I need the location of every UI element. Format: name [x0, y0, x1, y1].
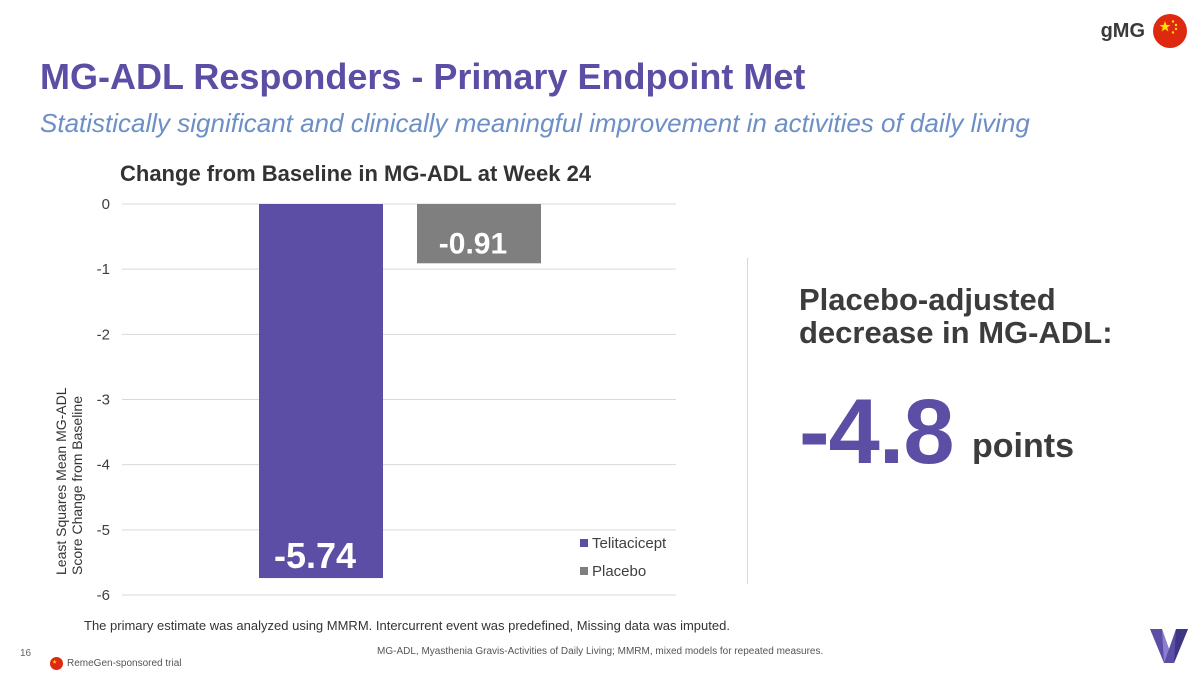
y-tick-label: -4: [97, 457, 110, 474]
chart-title: Change from Baseline in MG-ADL at Week 2…: [120, 161, 592, 186]
china-flag-small-icon: [50, 657, 63, 670]
callout-heading: Placebo-adjusted decrease in MG-ADL:: [799, 282, 1113, 350]
china-flag-icon: [1153, 14, 1187, 48]
y-tick-label: -1: [97, 261, 110, 278]
page-subtitle: Statistically significant and clinically…: [40, 108, 1030, 138]
legend-label-telitacicept: Telitacicept: [592, 535, 667, 552]
method-note: The primary estimate was analyzed using …: [84, 618, 730, 633]
y-tick-label: -5: [97, 522, 110, 539]
y-tick-label: 0: [102, 196, 110, 213]
legend-swatch-telitacicept: [580, 539, 588, 547]
abbreviations-note: MG-ADL, Myasthenia Gravis-Activities of …: [377, 646, 824, 657]
page-title: MG-ADL Responders - Primary Endpoint Met: [40, 56, 806, 97]
indication-tag: gMG: [1100, 20, 1145, 42]
page-number: 16: [20, 648, 32, 659]
y-axis-label-line-2: Score Change from Baseline: [69, 396, 85, 575]
company-logo-icon: [1150, 629, 1188, 663]
bar-placebo: [417, 204, 541, 264]
divider: [747, 258, 748, 584]
y-tick-label: -6: [97, 587, 110, 604]
y-axis-label-line-1: Least Squares Mean MG-ADL: [53, 387, 69, 575]
bar-telitacicept: [259, 204, 383, 579]
callout-unit: points: [972, 427, 1074, 465]
data-label-telitacicept: -5.74: [274, 535, 356, 576]
data-label-placebo: -0.91: [439, 227, 507, 260]
y-tick-label: -3: [97, 392, 110, 409]
y-tick-label: -2: [97, 326, 110, 343]
legend-swatch-placebo: [580, 567, 588, 575]
sponsor-note: RemeGen-sponsored trial: [67, 658, 182, 669]
legend-label-placebo: Placebo: [592, 563, 646, 580]
callout-value: -4.8: [799, 381, 955, 483]
bar-chart: 0 -1 -2 -3 -4 -5 -6 -5.74 -0.91 Telitacicept Pla…: [53, 196, 676, 604]
